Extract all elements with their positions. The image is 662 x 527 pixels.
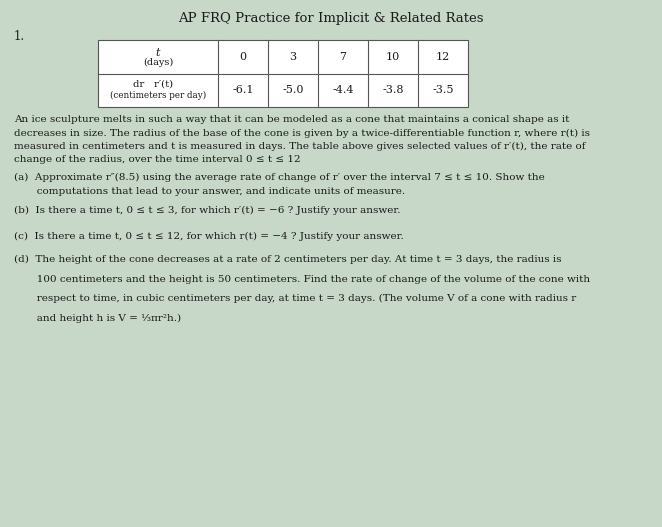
Text: -4.4: -4.4 — [332, 85, 354, 95]
Text: t: t — [156, 48, 160, 58]
Text: 1.: 1. — [14, 30, 25, 43]
Text: respect to time, in cubic centimeters per day, at time t = 3 days. (The volume V: respect to time, in cubic centimeters pe… — [14, 294, 576, 303]
Text: An ice sculpture melts in such a way that it can be modeled as a cone that maint: An ice sculpture melts in such a way tha… — [14, 115, 569, 124]
Text: and height h is V = ¹⁄₃πr²h.): and height h is V = ¹⁄₃πr²h.) — [14, 314, 181, 323]
Text: (days): (days) — [143, 58, 173, 67]
Text: -3.8: -3.8 — [382, 85, 404, 95]
Text: 0: 0 — [240, 52, 246, 62]
Text: (b)  Is there a time t, 0 ≤ t ≤ 3, for which r′(t) = −6 ? Justify your answer.: (b) Is there a time t, 0 ≤ t ≤ 3, for wh… — [14, 206, 401, 215]
Text: (centimeters per day): (centimeters per day) — [110, 91, 206, 100]
Text: 100 centimeters and the height is 50 centimeters. Find the rate of change of the: 100 centimeters and the height is 50 cen… — [14, 275, 590, 284]
Text: 10: 10 — [386, 52, 400, 62]
Text: (c)  Is there a time t, 0 ≤ t ≤ 12, for which r(t) = −4 ? Justify your answer.: (c) Is there a time t, 0 ≤ t ≤ 12, for w… — [14, 231, 404, 241]
Text: dr   r′(t): dr r′(t) — [133, 80, 173, 89]
Text: computations that lead to your answer, and indicate units of measure.: computations that lead to your answer, a… — [14, 187, 405, 196]
Text: -6.1: -6.1 — [232, 85, 254, 95]
Text: decreases in size. The radius of the base of the cone is given by a twice-differ: decreases in size. The radius of the bas… — [14, 129, 590, 138]
Text: (d)  The height of the cone decreases at a rate of 2 centimeters per day. At tim: (d) The height of the cone decreases at … — [14, 255, 561, 264]
Text: 3: 3 — [289, 52, 297, 62]
Text: -3.5: -3.5 — [432, 85, 453, 95]
Text: (a)  Approximate r″(8.5) using the average rate of change of r′ over the interva: (a) Approximate r″(8.5) using the averag… — [14, 173, 545, 182]
Text: change of the radius, over the time interval 0 ≤ t ≤ 12: change of the radius, over the time inte… — [14, 155, 301, 164]
Text: AP FRQ Practice for Implicit & Related Rates: AP FRQ Practice for Implicit & Related R… — [178, 12, 484, 25]
Bar — [98, 40, 468, 107]
Text: -5.0: -5.0 — [282, 85, 304, 95]
Text: 12: 12 — [436, 52, 450, 62]
Text: 7: 7 — [340, 52, 346, 62]
Text: measured in centimeters and t is measured in days. The table above gives selecte: measured in centimeters and t is measure… — [14, 142, 585, 151]
